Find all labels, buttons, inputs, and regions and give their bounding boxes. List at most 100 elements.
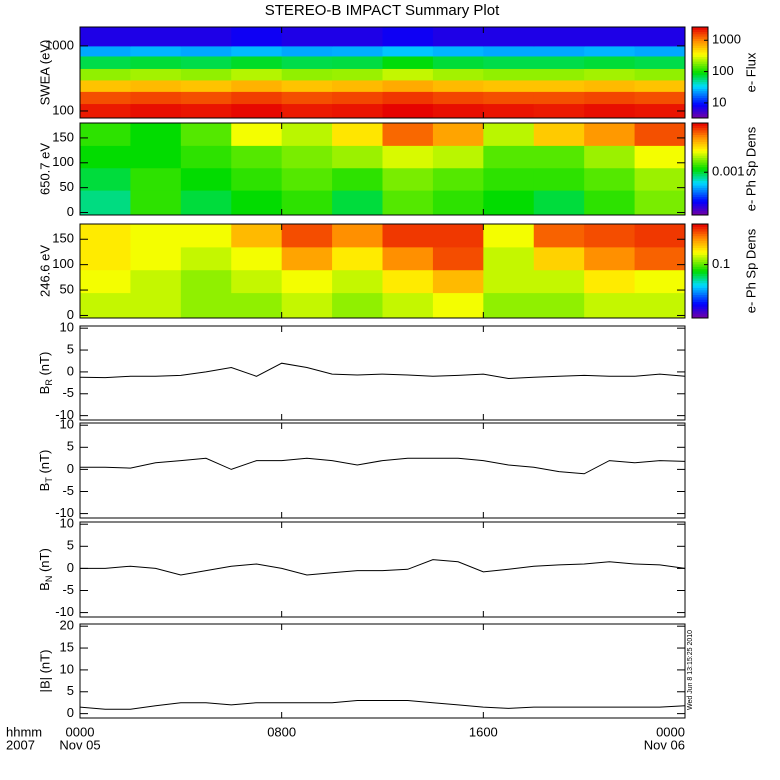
colorbar-segment: [692, 61, 708, 64]
colorbar-segment: [692, 231, 708, 234]
colorbar-segment: [692, 245, 708, 248]
colorbar-segment: [692, 169, 708, 172]
heatmap-cell: [483, 103, 535, 118]
colorbar-segment: [692, 125, 708, 129]
colorbar-segment: [692, 65, 708, 69]
y-tick-label: 5: [67, 683, 74, 698]
heatmap-cell: [382, 190, 434, 215]
y-axis-label: BR (nT): [37, 352, 54, 395]
heatmap-cell: [281, 167, 333, 191]
heatmap-cell: [231, 190, 283, 215]
y-axis-label-sub: T: [44, 477, 54, 483]
heatmap-cell: [231, 79, 283, 92]
heatmap-cell: [180, 103, 232, 118]
heatmap-cell: [533, 246, 585, 271]
heatmap-cell: [634, 224, 685, 248]
colorbar-segment: [692, 74, 708, 78]
heatmap-cell: [281, 190, 333, 215]
y-tick-label: 100: [52, 256, 74, 271]
heatmap-cell: [382, 55, 434, 69]
colorbar-segment: [692, 155, 708, 158]
heatmap-cell: [231, 224, 283, 248]
heatmap-cell: [432, 45, 484, 57]
colorbar-segment: [692, 282, 708, 286]
y-tick-label: 150: [52, 231, 74, 246]
panel-frame: [79, 223, 686, 319]
colorbar-segment: [692, 228, 708, 232]
heatmap-cell: [584, 190, 636, 215]
colorbar-segment: [692, 306, 708, 310]
heatmap-cell: [281, 91, 333, 105]
colorbar-segment: [692, 29, 708, 33]
heatmap-cell: [533, 91, 585, 105]
heatmap-cell: [483, 91, 535, 105]
panel-frame: [79, 122, 686, 216]
colorbar-segment: [692, 273, 708, 277]
colorbar-segment: [692, 111, 708, 114]
colorbar-segment: [692, 106, 708, 110]
colorbar-segment: [692, 164, 708, 168]
colorbar-segment: [692, 56, 708, 60]
colorbar-segment: [692, 31, 708, 35]
heatmap-cell: [432, 269, 484, 294]
heatmap-cell: [130, 55, 182, 69]
heatmap-cell: [584, 103, 636, 118]
heatmap-cell: [130, 269, 182, 294]
heatmap-cell: [231, 167, 283, 191]
colorbar-segment: [692, 115, 708, 119]
colorbar-segment: [692, 63, 708, 67]
panel-frame: [79, 422, 686, 519]
heatmap-cell: [80, 45, 131, 57]
y-axis-label-main: B: [37, 483, 52, 492]
heatmap-cell: [332, 79, 383, 92]
colorbar-segment: [692, 171, 708, 175]
heatmap-cell: [130, 246, 182, 271]
heatmap-cell: [231, 145, 283, 169]
heatmap-cell: [80, 269, 131, 294]
y-axis-label-unit: (nT): [37, 548, 52, 575]
colorbar-segment: [692, 315, 708, 319]
colorbar-segment: [692, 313, 708, 317]
colorbar-segment: [692, 224, 708, 227]
heatmap-cell: [231, 91, 283, 105]
data-line: [80, 457, 685, 475]
heatmap-cell: [584, 167, 636, 191]
heatmap-cell: [634, 68, 685, 81]
heatmap-cell: [281, 123, 333, 146]
colorbar-segment: [692, 268, 708, 272]
heatmap-cell: [332, 45, 383, 57]
colorbar-segment: [692, 308, 708, 312]
heatmap-cell: [281, 145, 333, 169]
colorbar-segment: [692, 141, 708, 145]
heatmap-cell: [80, 91, 131, 105]
colorbar-segment: [692, 36, 708, 39]
heatmap-cell: [533, 79, 585, 92]
heatmap-cell: [432, 145, 484, 169]
colorbar-segment: [692, 58, 708, 62]
data-line: [80, 700, 685, 710]
heatmap-cell: [382, 91, 434, 105]
heatmap-cell: [432, 79, 484, 92]
y-tick-label: 10: [60, 661, 74, 676]
y-tick-label: 0: [67, 461, 74, 476]
heatmap-cell: [584, 224, 636, 248]
heatmap-cell: [584, 292, 636, 318]
colorbar-segment: [692, 175, 708, 179]
heatmap-cell: [382, 224, 434, 248]
heatmap-cell: [483, 224, 535, 248]
heatmap-cell: [180, 224, 232, 248]
heatmap-cell: [332, 190, 383, 215]
heatmap-cell: [332, 68, 383, 81]
y-axis-label-sub: R: [44, 379, 54, 386]
heatmap-cell: [180, 145, 232, 169]
heatmap-cell: [180, 91, 232, 105]
x-tick-label: 1600: [469, 724, 498, 739]
colorbar-segment: [692, 235, 708, 239]
panel-frame: [79, 623, 686, 719]
colorbar-segment: [692, 52, 708, 55]
x-tick-label: 0000: [656, 724, 685, 739]
colorbar-segment: [692, 148, 708, 152]
heatmap-cell: [634, 45, 685, 57]
heatmap-cell: [483, 55, 535, 69]
colorbar-segment: [692, 196, 708, 200]
